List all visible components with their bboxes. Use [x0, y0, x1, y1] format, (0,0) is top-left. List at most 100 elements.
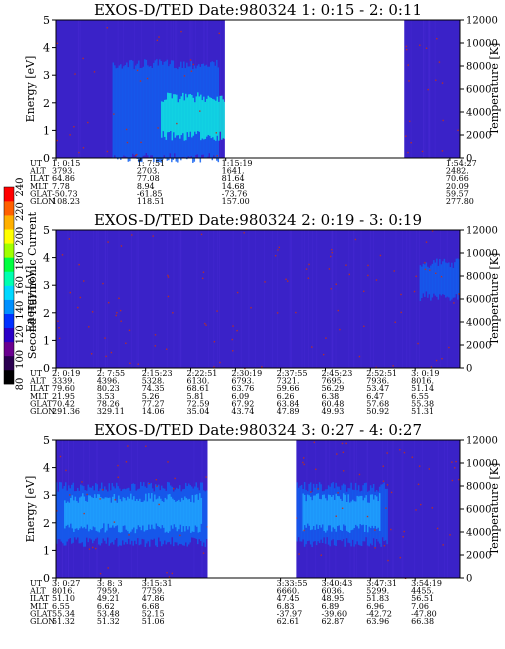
speckle [440, 275, 443, 278]
colorbar-segment [4, 215, 14, 230]
ephemeris-value: 51.10 [52, 594, 75, 603]
band-column [330, 496, 333, 532]
speckle [424, 261, 426, 264]
speckle [136, 69, 139, 72]
band-column [151, 493, 153, 525]
ephemeris-value: 72.59 [187, 399, 210, 408]
striation [77, 20, 79, 158]
ephemeris-value: -47.80 [411, 609, 437, 618]
speckle [91, 311, 94, 313]
speckle [154, 334, 157, 336]
y-right-tick-label: 12000 [466, 436, 498, 447]
band-column [327, 494, 330, 526]
band-column [445, 262, 447, 298]
speckle [455, 460, 457, 463]
ephemeris-value: 3: 0:19 [411, 369, 439, 378]
speckle [57, 320, 59, 322]
band-column [106, 497, 108, 531]
striation [219, 20, 221, 158]
speckle [427, 88, 429, 91]
band-column [159, 59, 161, 163]
band-column [136, 499, 138, 530]
ephemeris-value: 20.09 [446, 182, 469, 191]
band-column [324, 498, 327, 533]
band-column [383, 482, 385, 542]
band-column [436, 258, 438, 297]
ephemeris-value: 47.89 [277, 407, 300, 416]
colorbar: 240 220 200 180 160 140 120 100 80 Second Harmoni… [3, 177, 39, 390]
panel-1: EXOS-D/TED Date:980324 1: 0:15 - 2: 0:11… [24, 1, 501, 206]
ephemeris-value: 51.32 [52, 617, 75, 626]
band-column [95, 497, 98, 531]
ephemeris-value: 3:33:55 [277, 579, 308, 588]
ephemeris-value: 329.11 [97, 407, 125, 416]
ephemeris-value: 2:52:51 [366, 369, 397, 378]
ephemeris-row-label: GLAT [30, 399, 53, 408]
band-column [305, 501, 307, 528]
band-column [62, 488, 64, 544]
speckle [363, 325, 365, 328]
band-column [89, 495, 92, 530]
speckle [430, 366, 433, 368]
striation [437, 440, 439, 578]
band-column [143, 500, 146, 532]
speckle [236, 329, 238, 332]
speckle [115, 314, 117, 317]
speckle [152, 235, 154, 237]
speckle [295, 517, 298, 519]
speckle [415, 275, 417, 278]
speckle [127, 445, 129, 447]
band-column [167, 494, 170, 533]
speckle [78, 151, 80, 154]
speckle [101, 489, 104, 491]
speckle [336, 453, 338, 455]
ephemeris-value: 1: 0:15 [52, 159, 80, 168]
band-column [185, 498, 188, 527]
band-column [65, 502, 68, 526]
band-column [179, 501, 182, 525]
band-column [154, 60, 157, 158]
band-column [196, 494, 198, 527]
speckle [441, 82, 444, 84]
band-column [222, 99, 225, 139]
striation [173, 230, 175, 368]
ephemeris-value: 6793. [231, 377, 254, 386]
speckle [415, 509, 417, 511]
striation [369, 230, 371, 368]
speckle [386, 452, 388, 454]
band-column [113, 493, 116, 528]
striation [290, 230, 292, 368]
striation [312, 230, 314, 368]
band-column [306, 494, 309, 524]
ephemeris-row-label: MLT [30, 182, 49, 191]
band-column [209, 97, 211, 136]
ephemeris-value: 59.66 [277, 384, 300, 393]
speckle [65, 469, 67, 472]
band-column [424, 264, 426, 297]
striation [248, 230, 250, 368]
striation [67, 230, 69, 368]
striation [393, 440, 395, 578]
band-column [207, 95, 210, 135]
ephemeris-value: 57.68 [366, 399, 389, 408]
ephemeris-value: 70.66 [446, 174, 469, 183]
band-column [97, 494, 99, 532]
speckle [442, 119, 444, 122]
band-column [132, 60, 134, 154]
band-column [360, 495, 363, 526]
speckle [218, 32, 220, 35]
speckle [204, 322, 206, 325]
y-axis-label: Energy [eV] [24, 476, 37, 543]
band-column [124, 497, 126, 526]
band-column [309, 496, 312, 531]
striation [401, 440, 403, 578]
speckle [86, 493, 88, 496]
ephemeris-value: 277.80 [446, 197, 474, 206]
speckle [179, 534, 181, 537]
striation [104, 230, 106, 368]
band-column [100, 496, 102, 530]
y-tick-label: 1 [43, 124, 50, 137]
band-column [127, 496, 129, 532]
y-tick-label: 0 [43, 152, 50, 165]
speckle [335, 283, 337, 285]
